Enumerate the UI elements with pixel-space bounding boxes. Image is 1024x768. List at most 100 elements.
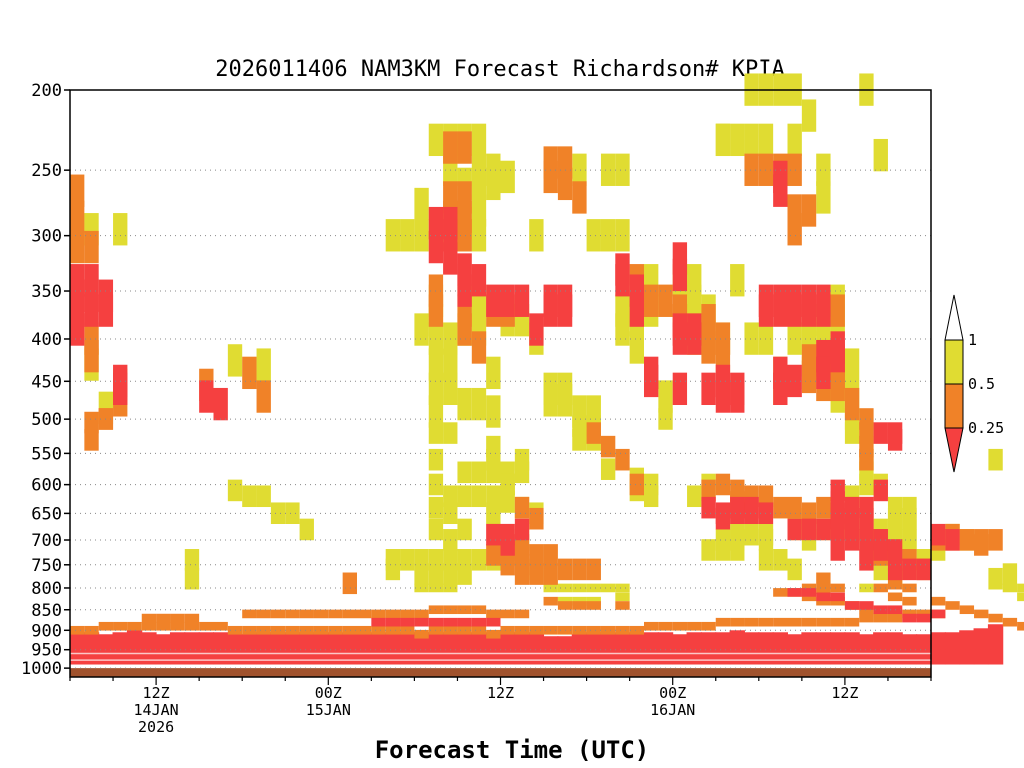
ri-cell — [844, 507, 860, 530]
ri-cell — [859, 529, 874, 551]
ri-cell — [400, 549, 415, 571]
ri-cell — [285, 625, 300, 635]
ri-cell — [457, 131, 472, 164]
ri-cell — [887, 429, 903, 451]
legend-bottom-arrow — [944, 427, 964, 473]
ri-cell — [615, 583, 630, 593]
legend-label: 0.5 — [968, 375, 995, 393]
ri-cell — [457, 485, 472, 508]
ri-cell — [529, 563, 544, 585]
gridlines — [70, 169, 931, 669]
ri-cell — [744, 523, 759, 546]
ri-cell — [385, 219, 401, 252]
ri-cell — [715, 473, 731, 496]
surface-cell — [284, 632, 301, 665]
ri-cell — [701, 479, 716, 502]
ri-cell — [830, 596, 845, 606]
ri-cell — [830, 539, 845, 561]
ri-cell — [615, 253, 630, 286]
ri-cell — [916, 613, 931, 623]
ri-cell — [213, 621, 228, 631]
ri-cell — [586, 583, 601, 593]
ri-cell — [84, 339, 99, 373]
ri-cell — [242, 625, 257, 635]
ri-cell — [443, 131, 458, 164]
surface-cell — [930, 632, 946, 665]
ri-cell — [615, 601, 630, 610]
ri-cell — [70, 230, 85, 264]
surface-cell — [126, 630, 143, 665]
y-tick-label: 200 — [31, 81, 62, 101]
surface-cell — [413, 632, 430, 665]
ri-cell — [471, 549, 487, 571]
ri-cell — [931, 523, 946, 546]
ri-cell — [285, 609, 300, 619]
ri-cell — [758, 617, 774, 627]
ri-cell — [385, 558, 401, 581]
ri-cell — [844, 387, 860, 421]
ri-cell — [572, 583, 587, 593]
ri-cell — [313, 625, 329, 635]
surface-cell — [313, 634, 329, 665]
ri-cell — [629, 294, 644, 327]
ri-cell — [471, 461, 487, 484]
ri-cell — [715, 507, 731, 530]
ri-cell — [615, 153, 630, 186]
ri-cell — [801, 99, 817, 132]
ri-cell — [529, 313, 544, 346]
ri-cell — [730, 502, 745, 525]
ri-cell — [916, 558, 931, 581]
ri-cell — [801, 588, 817, 597]
ri-cell — [471, 387, 487, 421]
ri-cell — [830, 518, 845, 541]
ri-cell — [787, 213, 802, 246]
ri-cell — [299, 518, 314, 541]
ri-cell — [773, 496, 788, 519]
ri-cell — [357, 609, 372, 619]
x-tick-label: 12Z — [487, 684, 514, 702]
ri-cell — [787, 496, 802, 519]
surface-cell — [557, 636, 573, 665]
ri-cell — [500, 491, 515, 513]
ri-cell — [902, 583, 917, 593]
ri-cell — [730, 523, 745, 546]
ri-cell — [859, 601, 874, 610]
ri-cell — [184, 613, 200, 623]
legend-top-arrow — [944, 294, 964, 341]
ri-cell — [615, 313, 630, 346]
ri-cell — [572, 181, 587, 214]
ri-cell — [844, 529, 860, 551]
surface-cell — [643, 632, 659, 665]
surface-cell — [629, 634, 645, 665]
x-tick-label: 14JAN — [134, 701, 179, 719]
ri-cell — [816, 592, 831, 602]
ri-cell — [443, 563, 458, 585]
ri-cell — [471, 219, 487, 252]
ri-cell — [457, 518, 472, 541]
surface-cell — [973, 628, 989, 665]
ri-cell — [400, 609, 415, 619]
ri-cell — [974, 609, 989, 619]
ri-cell — [758, 549, 774, 571]
ri-cell — [730, 123, 745, 157]
ri-cell — [844, 422, 860, 444]
surface-cell — [700, 632, 717, 665]
ri-cell — [385, 625, 401, 635]
ri-cell — [428, 496, 444, 519]
surface-cell — [873, 632, 889, 665]
ri-cell — [486, 167, 501, 201]
ri-cell — [443, 485, 458, 508]
ri-cell — [428, 123, 444, 157]
surface-cell — [399, 632, 415, 665]
ri-cell — [600, 458, 616, 480]
surface-cell — [830, 632, 846, 665]
surface-cell — [385, 632, 401, 665]
ri-cell — [787, 123, 802, 157]
ri-cell — [902, 613, 917, 623]
surface-cell — [169, 632, 186, 665]
ri-cell — [486, 609, 501, 619]
ri-cell — [457, 617, 472, 627]
ri-cell — [687, 621, 702, 631]
ri-cell — [184, 549, 200, 571]
ri-cell — [227, 479, 243, 502]
